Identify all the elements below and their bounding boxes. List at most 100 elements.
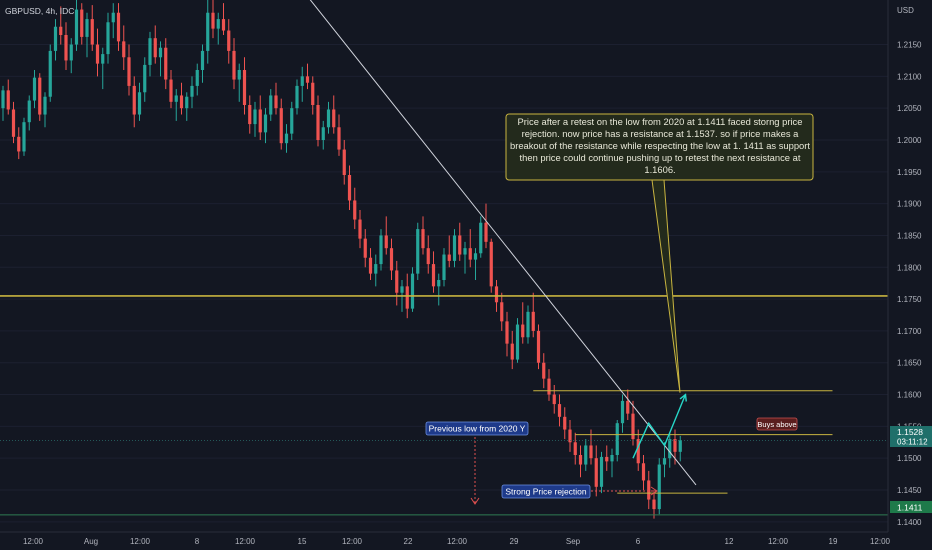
candle-body [85, 19, 89, 37]
price-axis[interactable]: USD 1.14001.14501.15001.15501.16001.1650… [887, 0, 932, 532]
time-tick-label: Sep [566, 537, 581, 546]
candle-body [11, 109, 16, 137]
symbol-title: GBPUSD, 4h, IDC [5, 6, 74, 16]
candle-body [74, 9, 79, 45]
time-tick-label: 8 [195, 537, 200, 546]
candle-body [500, 302, 504, 322]
candle-body [179, 95, 184, 109]
candle-body [594, 458, 598, 487]
candle-body [137, 92, 142, 115]
candle-body [578, 455, 583, 465]
candle-body [237, 70, 241, 80]
candle-body [515, 324, 520, 360]
time-tick-label: 22 [404, 537, 413, 546]
candle-body [547, 378, 551, 395]
candle-body [106, 22, 110, 55]
candle-body [368, 257, 373, 274]
candle-body [32, 77, 37, 101]
previous-low-connector-head [470, 497, 480, 505]
candle-body [116, 12, 121, 42]
candle-body [610, 455, 614, 462]
candle-body [536, 330, 541, 363]
rejection-label[interactable]: Strong Price rejection [501, 484, 591, 499]
candle-body [22, 122, 26, 152]
note-text: Price after a retest on the low from 202… [509, 116, 810, 175]
current-price-countdown: 03:11:12 [897, 438, 928, 447]
candle-body [158, 47, 163, 58]
rejection-connector-head [650, 486, 658, 496]
candle-body [242, 70, 247, 105]
price-tick-label: 1.1450 [897, 486, 922, 495]
candle-body [668, 439, 672, 459]
candle-body [426, 248, 430, 265]
candle-body [274, 95, 278, 109]
candle-body [389, 248, 394, 271]
candle-body [531, 311, 535, 331]
candle-body [143, 64, 147, 93]
price-tick-label: 1.1750 [897, 295, 922, 304]
time-tick-label: 12:00 [130, 537, 151, 546]
time-tick-label: 12:00 [23, 537, 44, 546]
candle-body [258, 109, 262, 133]
candle-body [431, 264, 436, 287]
candle-body [489, 241, 493, 287]
candle-body [300, 76, 304, 86]
buys-above-text: Buys above [757, 420, 796, 429]
candle-body [53, 26, 58, 51]
candle-body [164, 47, 168, 80]
time-axis[interactable]: 12:00 Aug 12:00 8 12:00 15 12:00 22 12:00 29 Sep 6 1… [0, 531, 891, 546]
price-tick-labels: 1.14001.14501.15001.15501.16001.16501.17… [897, 41, 922, 527]
candle-body [615, 423, 619, 455]
candle-body [542, 362, 546, 379]
candle-body [347, 175, 352, 201]
candle-body [568, 429, 572, 443]
candle-body [332, 109, 336, 128]
candle-body [410, 273, 415, 309]
candle-body [463, 248, 467, 255]
candle-body [311, 82, 315, 105]
previous-low-label[interactable]: Previous low from 2020 Y [425, 421, 529, 436]
candle-body [337, 127, 341, 150]
candle-body [620, 400, 625, 424]
candle-body [641, 463, 646, 481]
annotations [470, 437, 658, 505]
candle-body [636, 439, 640, 464]
candle-body [132, 85, 136, 115]
candle-body [400, 286, 404, 293]
price-tick-label: 1.1700 [897, 327, 922, 336]
candle-body [584, 445, 588, 465]
candle-body [442, 254, 446, 280]
candle-body [279, 108, 283, 144]
analysis-note[interactable]: Price after a retest on the low from 202… [505, 113, 814, 393]
projection-path [632, 394, 687, 459]
candle-body [321, 127, 325, 140]
note-box [505, 113, 814, 181]
candle-body [148, 38, 152, 65]
candle-body [673, 439, 677, 452]
candle-body [305, 76, 310, 83]
time-tick-label: 12:00 [235, 537, 256, 546]
time-tick-label: 12:00 [768, 537, 789, 546]
candle-body [263, 114, 268, 133]
support-price-value: 1.1411 [897, 503, 923, 513]
time-tick-label: 12:00 [342, 537, 363, 546]
candle-body [200, 50, 205, 70]
buys-above-label[interactable]: Buys above [756, 417, 798, 431]
candle-body [374, 264, 378, 274]
candle-body [652, 499, 656, 510]
candle-body [111, 12, 115, 23]
candle-body [626, 400, 630, 414]
candle-body [27, 100, 31, 123]
candle-body [269, 95, 273, 115]
candle-body [358, 219, 362, 239]
trendline-group [309, 0, 697, 486]
candle-body [153, 38, 157, 58]
candle-body [521, 324, 525, 338]
time-tick-label: 12:00 [447, 537, 468, 546]
price-tick-label: 1.1950 [897, 168, 922, 177]
candle-body [185, 96, 189, 109]
candle-body [206, 12, 210, 51]
candle-body [211, 12, 215, 29]
